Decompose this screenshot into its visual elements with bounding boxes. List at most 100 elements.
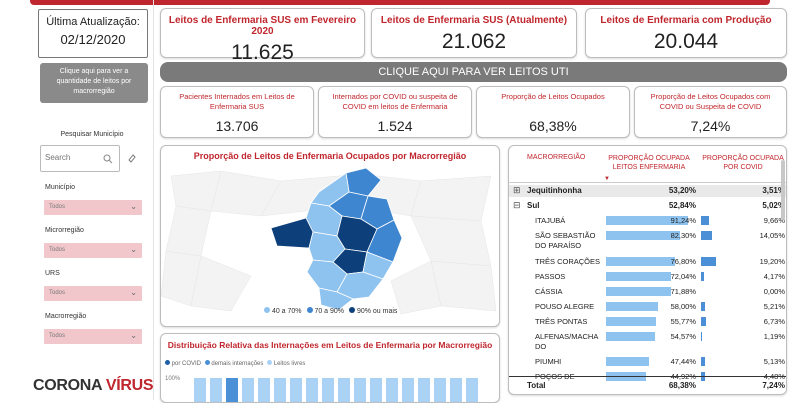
col-header-prop-enf[interactable]: PROPORÇÃO OCUPADA LEITOS ENFERMARIA	[608, 155, 690, 171]
value-prop-enf: 53,20%	[668, 186, 696, 195]
value-prop-covid: 6,73%	[763, 316, 785, 326]
row-name: PASSOS	[535, 271, 566, 281]
matrix-total-row: Total 68,38% 7,24%	[509, 376, 786, 394]
legend-label: 70 a 90%	[314, 308, 345, 315]
col-header-macro[interactable]: MACRORREGIÃO	[527, 154, 586, 161]
distribution-legend: por COVID demais internações Leitos livr…	[165, 360, 305, 367]
kpi-title: Leitos de Enfermaria com Produção	[600, 15, 772, 26]
collapse-icon[interactable]: ⊟	[513, 200, 521, 210]
stack-bar	[242, 378, 254, 402]
macro-matrix-panel: MACRORREGIÃO PROPORÇÃO OCUPADA LEITOS EN…	[508, 145, 787, 395]
value-prop-enf: 72,04%	[670, 271, 696, 281]
bar-prop-enf	[606, 286, 671, 296]
table-row[interactable]: POUSO ALEGRE 58,00% 5,21%	[509, 301, 786, 313]
kpi2-value: 13.706	[215, 118, 259, 134]
kpi2-card-ocupados-covid: Proporção de Leitos Ocupados com COVID o…	[634, 86, 787, 138]
legend-dot	[165, 360, 170, 365]
kpi-value: 11.625	[231, 41, 294, 64]
filter-microrregiao-select[interactable]: Todos ⌄	[44, 243, 142, 258]
stack-bar	[386, 378, 398, 402]
bar-prop-covid	[701, 231, 713, 240]
uti-banner-button[interactable]: CLIQUE AQUI PARA VER LEITOS UTI	[160, 62, 787, 82]
chevron-down-icon: ⌄	[130, 245, 137, 254]
logo-part-a: CORONA	[33, 377, 102, 394]
kpi2-value: 68,38%	[529, 118, 577, 134]
stack-bar	[226, 378, 238, 402]
total-prop-covid: 7,24%	[762, 381, 785, 390]
uti-by-macro-button[interactable]: Clique aqui para ver a quantidade de lei…	[40, 63, 148, 103]
search-input[interactable]	[45, 153, 103, 162]
expand-icon[interactable]: ⊞	[513, 185, 521, 195]
filter-urs-label: URS	[45, 270, 60, 277]
map-region	[318, 287, 354, 311]
legend-dot	[306, 307, 313, 313]
kpi-title: Leitos de Enfermaria SUS (Atualmente)	[380, 15, 568, 26]
map-background-pattern	[161, 167, 497, 315]
stack-bar	[370, 378, 382, 402]
corona-virus-logo: CORONA VÍRUS	[33, 377, 154, 395]
search-icon[interactable]	[103, 154, 113, 164]
bar-prop-enf	[606, 316, 657, 326]
eraser-icon[interactable]	[127, 153, 137, 163]
row-name: PIUMHI	[535, 357, 562, 366]
bar-prop-enf	[606, 216, 689, 225]
table-row[interactable]: TRÊS PONTAS 55,77% 6,73%	[509, 316, 786, 328]
stack-bar	[258, 378, 270, 402]
stack-bar	[418, 378, 430, 402]
matrix-scrollbar[interactable]	[781, 160, 785, 220]
legend-dot	[264, 307, 270, 313]
matrix-body: ⊞ Jequitinhonha 53,20% 3,51% ⊟ Sul 52,84% 5,02%…	[509, 185, 786, 381]
kpi2-card-pacientes: Pacientes Internados em Leitos de Enferm…	[160, 86, 314, 138]
table-row[interactable]: ALFENAS/MACHA DO 54,57% 1,19%	[509, 331, 786, 353]
stack-bar	[434, 378, 446, 402]
value-prop-covid: 5,21%	[763, 301, 785, 311]
value-prop-covid: 4,17%	[763, 271, 785, 281]
filter-municipio-select[interactable]: Todos ⌄	[44, 200, 142, 215]
kpi2-title: Pacientes Internados em Leitos de Enferm…	[179, 92, 295, 111]
col-header-prop-covid[interactable]: PROPORÇÃO OCUPADA POR COVID	[702, 155, 784, 171]
value-prop-covid: 5,13%	[763, 357, 785, 366]
last-update-date: 02/12/2020	[60, 32, 126, 47]
value-prop-enf: 55,77%	[670, 316, 696, 326]
legend-dot	[204, 360, 210, 365]
bar-prop-covid	[701, 331, 702, 341]
sidebar-divider	[153, 0, 154, 400]
value-prop-covid: 9,66%	[763, 216, 785, 225]
filter-municipio-value: Todos	[49, 204, 66, 210]
table-row[interactable]: CÁSSIA 71,88% 0,00%	[509, 286, 786, 298]
sort-desc-icon[interactable]: ▼	[604, 176, 610, 182]
bar-prop-enf	[606, 231, 681, 240]
filter-macrorregiao-select[interactable]: Todos ⌄	[44, 329, 142, 344]
matrix-header: MACRORREGIÃO PROPORÇÃO OCUPADA LEITOS EN…	[509, 146, 786, 183]
table-row[interactable]: ITAJUBÁ 91,24% 9,66%	[509, 215, 786, 227]
chevron-down-icon: ⌄	[130, 331, 137, 340]
filter-urs-select[interactable]: Todos ⌄	[44, 286, 142, 301]
stack-bar	[354, 378, 366, 402]
legend-label: demais internações	[211, 361, 264, 367]
row-name: TRÊS PONTAS	[535, 316, 588, 326]
legend-label: por COVID	[171, 361, 202, 367]
stack-bar	[274, 378, 286, 402]
legend-label: 40 a 70%	[271, 308, 302, 315]
chevron-down-icon: ⌄	[130, 288, 137, 297]
kpi-card-fevereiro: Leitos de Enfermaria SUS em Fevereiro 20…	[160, 8, 365, 64]
minas-gerais-map	[270, 167, 403, 311]
value-prop-covid: 3,51%	[762, 186, 785, 195]
kpi2-card-covid: Internados por COVID ou suspeita de COVI…	[318, 86, 472, 138]
stack-bar	[338, 378, 350, 402]
table-row[interactable]: ⊟ Sul 52,84% 5,02%	[509, 200, 786, 212]
table-row[interactable]: PASSOS 72,04% 4,17%	[509, 271, 786, 283]
kpi2-card-ocupados: Proporção de Leitos Ocupados 68,38%	[476, 86, 630, 138]
total-label: Total	[527, 381, 546, 390]
uti-by-macro-button-label: Clique aqui para ver a quantidade de lei…	[56, 68, 132, 95]
top-accent-bar	[30, 0, 770, 5]
table-row[interactable]: PIUMHI 47,44% 5,13%	[509, 356, 786, 368]
stack-bar	[194, 378, 206, 402]
value-prop-covid: 0,00%	[763, 286, 785, 296]
kpi-card-producao: Leitos de Enfermaria com Produção 20.044	[585, 8, 787, 58]
filter-urs-value: Todos	[49, 290, 66, 296]
table-row[interactable]: ⊞ Jequitinhonha 53,20% 3,51%	[509, 185, 786, 197]
distribution-bars	[194, 378, 494, 402]
table-row[interactable]: TRÊS CORAÇÕES 76,80% 19,20%	[509, 256, 786, 268]
table-row[interactable]: SÃO SEBASTIÃO DO PARAÍSO 82,30% 14,05%	[509, 230, 786, 252]
